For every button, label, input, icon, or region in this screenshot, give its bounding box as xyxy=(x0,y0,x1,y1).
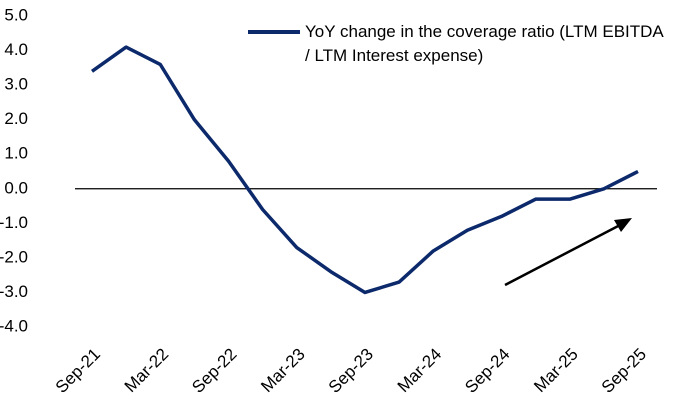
x-tick-label: Sep-21 xyxy=(52,345,104,397)
trend-arrow xyxy=(504,222,623,287)
x-tick-label: Mar-22 xyxy=(121,345,173,397)
trend-arrowhead xyxy=(614,218,632,232)
y-tick-label: -4.0 xyxy=(0,316,28,335)
y-tick-label: 0.0 xyxy=(4,178,28,197)
y-tick-label: 5.0 xyxy=(4,5,28,24)
y-tick-label: -2.0 xyxy=(0,247,28,266)
y-tick-label: -1.0 xyxy=(0,213,28,232)
x-tick-label: Mar-24 xyxy=(394,345,446,397)
y-tick-label: 4.0 xyxy=(4,40,28,59)
y-tick-label: -3.0 xyxy=(0,282,28,301)
x-tick-label: Mar-23 xyxy=(257,345,309,397)
legend-label: YoY change in the coverage ratio (LTM EB… xyxy=(305,22,663,65)
y-tick-label: 2.0 xyxy=(4,109,28,128)
x-tick-label: Mar-25 xyxy=(530,345,582,397)
y-tick-label: 3.0 xyxy=(4,75,28,94)
data-line xyxy=(90,45,639,295)
x-tick-label: Sep-24 xyxy=(461,345,513,397)
y-tick-label: 1.0 xyxy=(4,144,28,163)
x-tick-label: Sep-22 xyxy=(188,345,240,397)
x-tick-label: Sep-23 xyxy=(325,345,377,397)
x-tick-label: Sep-25 xyxy=(598,345,650,397)
